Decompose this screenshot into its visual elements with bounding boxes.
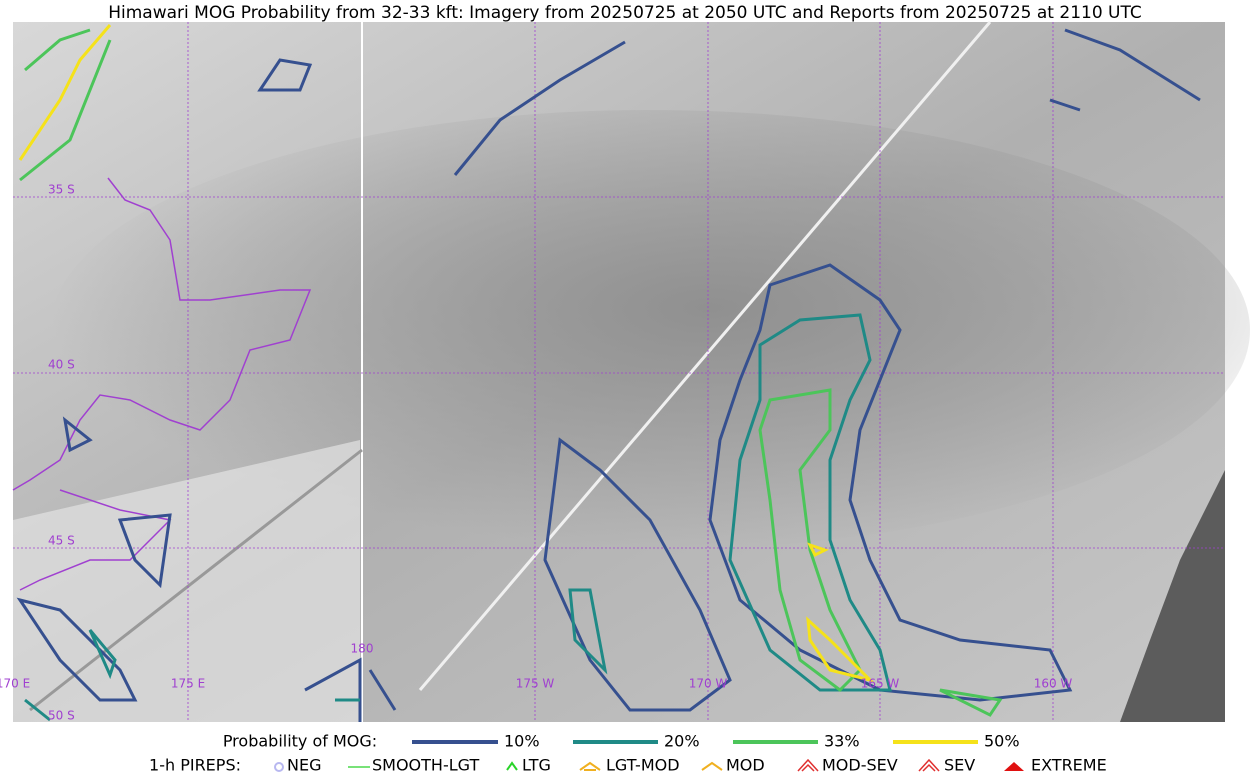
legend-label: LTG: [522, 756, 551, 775]
lon-label: 180: [351, 642, 374, 656]
lat-label: 50 S: [48, 709, 75, 723]
lon-label: 160 W: [1034, 677, 1073, 691]
legend-label: NEG: [287, 756, 321, 775]
legend-title: 1-h PIREPS:: [149, 756, 241, 775]
lon-label: 175 W: [516, 677, 555, 691]
lon-label: 170 E: [0, 677, 30, 691]
lat-label: 35 S: [48, 183, 75, 197]
graticule: [13, 22, 1225, 722]
legend-label: MOD-SEV: [822, 756, 898, 775]
legend-label: 10%: [504, 732, 540, 751]
coastline: [12, 177, 312, 591]
legend-label: 33%: [824, 732, 860, 751]
satellite-image: [13, 21, 1250, 722]
legend-label: 20%: [664, 732, 700, 751]
legend-label: SEV: [944, 756, 975, 775]
legend-label: EXTREME: [1031, 756, 1107, 775]
lon-label: 165 W: [861, 677, 900, 691]
legend-label: MOD: [726, 756, 765, 775]
legend-label: LGT-MOD: [606, 756, 680, 775]
title: Himawari MOG Probability from 32-33 kft:…: [108, 3, 1142, 23]
lon-label: 170 W: [689, 677, 728, 691]
lat-label: 45 S: [48, 534, 75, 548]
legend-label: SMOOTH-LGT: [372, 756, 479, 775]
legend-title: Probability of MOG:: [223, 732, 377, 751]
contours: [16, 24, 1201, 722]
lon-label: 175 E: [171, 677, 205, 691]
legend-label: 50%: [984, 732, 1020, 751]
geo-labels: 35 S 40 S 45 S 50 S 170 E 175 E 180 175 W 170 W 1…: [0, 183, 1072, 723]
lat-label: 40 S: [48, 358, 75, 372]
legend: Probability of MOG: 10% 20% 33% 50% 1-h …: [149, 732, 1107, 775]
